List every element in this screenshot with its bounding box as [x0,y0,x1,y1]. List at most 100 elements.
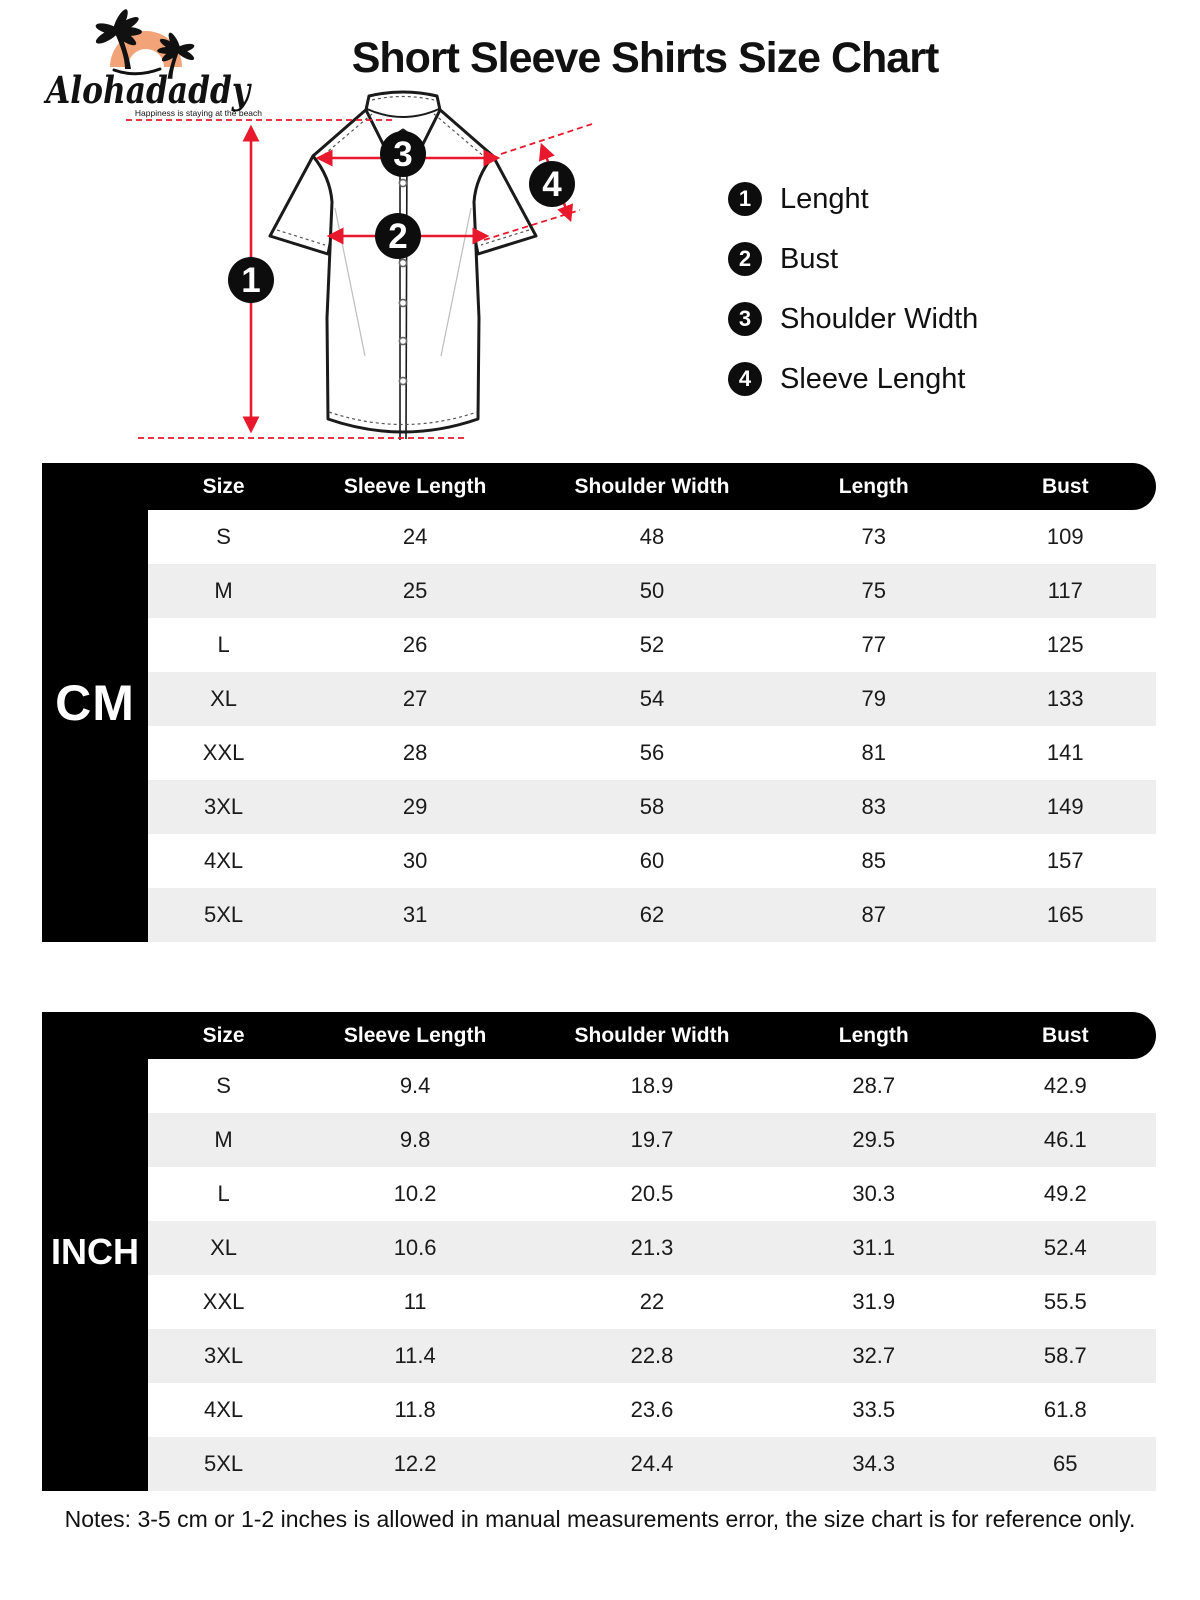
table-cell: 55.5 [1043,1289,1087,1314]
table-cell: 10.2 [393,1181,437,1206]
cm-table-body: S 24 48 73 109 M 25 50 75 117 L 26 52 77… [148,510,1156,942]
column-header-size: Size [202,1023,245,1047]
table-row: L 10.2 20.5 30.3 49.2 [148,1167,1156,1221]
table-cell: 31 [402,902,428,927]
measurement-badges: 1 2 3 4 [228,131,575,303]
table-cell: 12.2 [393,1451,437,1476]
shirt-outline [268,90,538,434]
table-cell: 9.4 [399,1073,431,1098]
table-cell: 33.5 [852,1397,896,1422]
table-row: M 9.8 19.7 29.5 46.1 [148,1113,1156,1167]
table-cell: 42.9 [1043,1073,1087,1098]
table-cell: M [214,1127,233,1152]
table-cell: 79 [861,686,886,711]
table-cell: 32.7 [852,1343,896,1368]
table-cell: 61.8 [1043,1397,1087,1422]
column-header-shoulder-width: Shoulder Width [574,1023,730,1047]
table-cell: XXL [202,740,245,765]
table-cell: L [217,1181,230,1206]
table-cell: 11.8 [394,1397,436,1422]
column-header-bust: Bust [1041,474,1089,498]
cm-unit-band: CM [42,463,148,942]
table-cell: 31.1 [852,1235,896,1260]
inch-size-table: INCH Size Sleeve Length Shoulder Width L… [42,1012,1156,1491]
table-cell: 109 [1046,524,1084,549]
table-cell: 4XL [204,1397,244,1422]
inch-unit-band: INCH [42,1012,148,1491]
table-cell: 10.6 [393,1235,437,1260]
table-cell: 27 [402,686,428,711]
legend-badge-1-icon: 1 [728,182,762,216]
legend-badge-2-icon: 2 [728,242,762,276]
table-cell: 30 [402,848,428,873]
table-cell: 50 [639,578,665,603]
column-header-size: Size [202,474,245,498]
column-header-length: Length [838,474,909,498]
table-cell: 5XL [204,1451,244,1476]
table-row: 3XL 11.4 22.8 32.7 58.7 [148,1329,1156,1383]
table-row: XL 10.6 21.3 31.1 52.4 [148,1221,1156,1275]
legend-item-bust: 2 Bust [728,242,1058,276]
badge-4: 4 [542,165,562,204]
table-cell: 65 [1053,1451,1078,1476]
table-cell: XL [210,686,238,711]
table-cell: 24.4 [630,1451,674,1476]
page-title: Short Sleeve Shirts Size Chart [351,34,940,82]
table-cell: 11 [403,1289,427,1314]
table-cell: 4XL [204,848,244,873]
cm-table-header: Size Sleeve Length Shoulder Width Length… [42,463,1156,510]
legend-label: Sleeve Lenght [780,362,966,395]
table-cell: 165 [1046,902,1084,927]
table-cell: 3XL [204,1343,244,1368]
table-row: S 24 48 73 109 [148,510,1156,564]
table-row: 4XL 11.8 23.6 33.5 61.8 [148,1383,1156,1437]
table-cell: 19.7 [630,1127,674,1152]
table-cell: 21.3 [630,1235,674,1260]
table-cell: 87 [861,902,886,927]
shirt-measurement-diagram: 1 2 3 4 [126,90,593,440]
table-cell: 133 [1046,686,1084,711]
table-cell: 48 [639,524,665,549]
table-row: L 26 52 77 125 [148,618,1156,672]
table-cell: 25 [402,578,428,603]
table-cell: XL [210,1235,238,1260]
cm-size-table: CM Size Sleeve Length Shoulder Width Len… [42,463,1156,942]
table-cell: 29 [402,794,428,819]
table-cell: 30.3 [852,1181,896,1206]
table-cell: S [216,1073,231,1098]
table-row: 3XL 29 58 83 149 [148,780,1156,834]
badge-3: 3 [393,135,412,174]
table-cell: 3XL [204,794,244,819]
table-row: XXL 28 56 81 141 [148,726,1156,780]
table-cell: 24 [402,524,428,549]
column-header-shoulder-width: Shoulder Width [574,474,730,498]
legend-item-sleeve-length: 4 Sleeve Lenght [728,362,1058,396]
brand-logo: Alohadaddy Happiness is staying at the b… [43,9,262,118]
table-cell: 46.1 [1043,1127,1087,1152]
unit-label: INCH [51,1230,139,1272]
table-cell: S [216,524,231,549]
table-cell: 75 [861,578,886,603]
palm-tree-icon [157,32,195,79]
legend-label: Lenght [780,182,869,215]
table-cell: 62 [639,902,665,927]
palm-tree-icon [95,9,142,69]
brand-name: Alohadaddy [43,68,252,112]
table-cell: 26 [402,632,428,657]
table-cell: XXL [202,1289,245,1314]
table-row: XXL 11 22 31.9 55.5 [148,1275,1156,1329]
legend-badge-3-icon: 3 [728,302,762,336]
table-cell: 49.2 [1043,1181,1087,1206]
stitch-lines [276,95,530,426]
legend-item-length: 1 Lenght [728,182,1058,216]
table-row: S 9.4 18.9 28.7 42.9 [148,1059,1156,1113]
table-cell: 29.5 [852,1127,896,1152]
inch-table-header: Size Sleeve Length Shoulder Width Length… [42,1012,1156,1059]
table-cell: 20.5 [630,1181,674,1206]
table-cell: 23.6 [630,1397,674,1422]
table-cell: 83 [861,794,886,819]
table-cell: 125 [1046,632,1084,657]
table-cell: 28 [402,740,428,765]
table-cell: 56 [639,740,665,765]
